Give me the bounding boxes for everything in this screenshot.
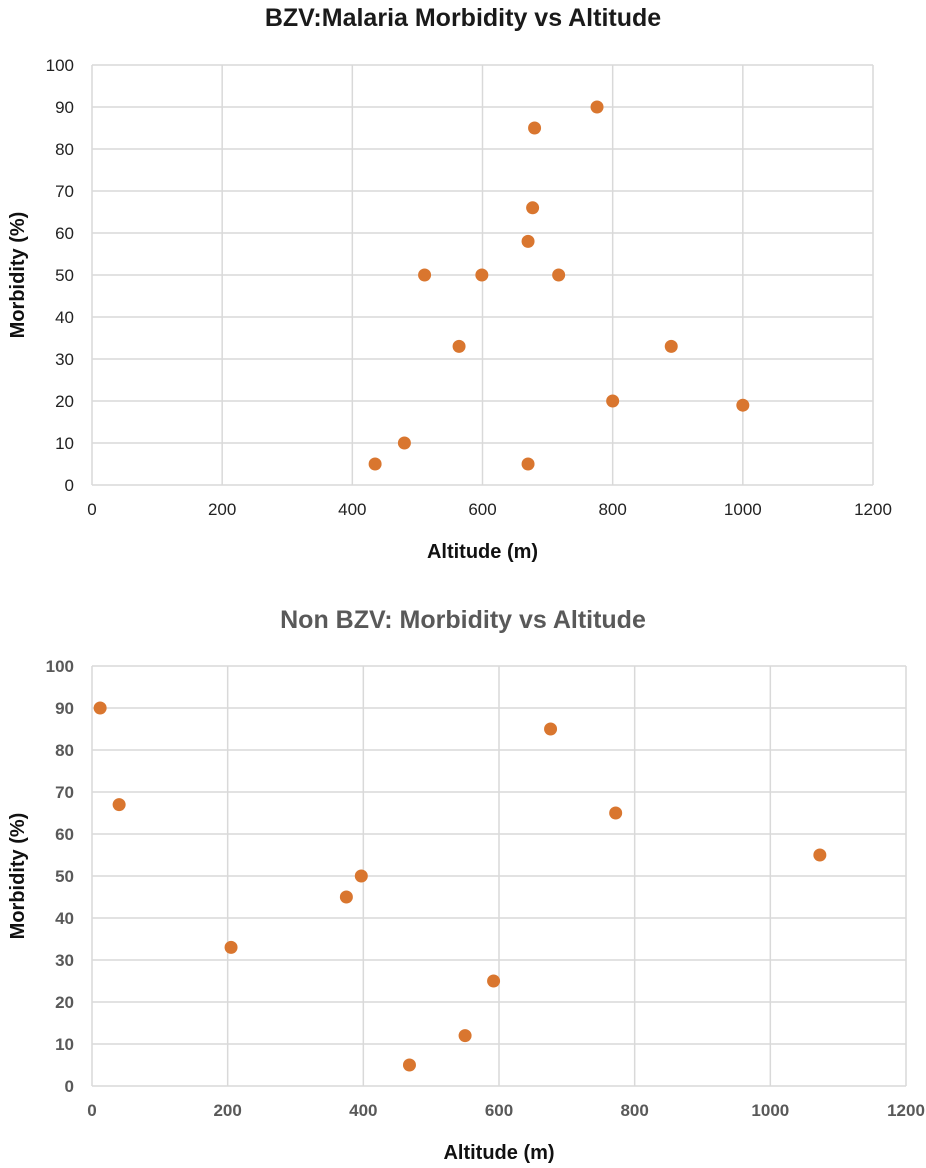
data-point[interactable] <box>544 722 558 736</box>
chart-title: Non BZV: Morbidity vs Altitude <box>280 606 646 634</box>
data-series <box>368 100 750 471</box>
data-point[interactable] <box>552 268 566 282</box>
y-tick-label: 90 <box>55 699 74 718</box>
y-tick-label: 10 <box>55 1035 74 1054</box>
data-point[interactable] <box>606 394 620 408</box>
data-point[interactable] <box>93 701 107 715</box>
y-tick-label: 0 <box>65 1077 74 1096</box>
data-point[interactable] <box>452 339 466 353</box>
data-point[interactable] <box>458 1029 472 1043</box>
data-point[interactable] <box>528 121 542 135</box>
y-tick-label: 10 <box>55 434 74 453</box>
data-point[interactable] <box>521 234 535 248</box>
x-tick-label: 600 <box>485 1101 513 1120</box>
y-tick-label: 100 <box>46 56 74 75</box>
x-tick-label: 600 <box>468 500 496 519</box>
x-tick-label: 0 <box>87 1101 96 1120</box>
data-point[interactable] <box>521 457 535 471</box>
y-tick-label: 100 <box>46 657 74 676</box>
x-tick-label: 800 <box>620 1101 648 1120</box>
data-point[interactable] <box>224 940 238 954</box>
data-point[interactable] <box>590 100 604 114</box>
y-tick-label: 70 <box>55 182 74 201</box>
data-point[interactable] <box>354 869 368 883</box>
data-point[interactable] <box>112 798 126 812</box>
y-tick-label: 80 <box>55 741 74 760</box>
x-axis-ticks: 0 200 400 600 800 1000 1200 <box>87 500 892 519</box>
bzv-scatter-plot: BZV:Malaria Morbidity vs Altitude 0 10 20 30… <box>7 4 892 563</box>
x-axis-label: Altitude (m) <box>427 541 538 563</box>
data-point[interactable] <box>402 1058 416 1072</box>
x-axis-ticks: 0 200 400 600 800 1000 1200 <box>87 1101 925 1120</box>
non-bzv-chart: Non BZV: Morbidity vs Altitude 0 10 20 30 40 5… <box>0 600 926 1168</box>
y-tick-label: 80 <box>55 140 74 159</box>
data-point[interactable] <box>475 268 489 282</box>
data-point[interactable] <box>418 268 432 282</box>
y-axis-ticks: 0 10 20 30 40 50 60 70 80 90 100 <box>46 657 74 1096</box>
data-point[interactable] <box>397 436 411 450</box>
data-series <box>93 701 827 1072</box>
y-axis-ticks: 0 10 20 30 40 50 60 70 80 90 100 <box>46 56 74 495</box>
x-axis-label: Altitude (m) <box>443 1142 554 1164</box>
x-tick-label: 0 <box>87 500 96 519</box>
y-axis-label: Morbidity (%) <box>7 212 29 339</box>
y-tick-label: 50 <box>55 266 74 285</box>
y-tick-label: 90 <box>55 98 74 117</box>
x-tick-label: 1000 <box>724 500 762 519</box>
gridlines <box>91 665 907 1087</box>
non-bzv-scatter-plot: Non BZV: Morbidity vs Altitude 0 10 20 30 40 5… <box>7 606 925 1164</box>
x-tick-label: 400 <box>349 1101 377 1120</box>
y-tick-label: 60 <box>55 825 74 844</box>
data-point[interactable] <box>609 806 623 820</box>
y-tick-label: 40 <box>55 909 74 928</box>
data-point[interactable] <box>813 848 827 862</box>
y-tick-label: 20 <box>55 392 74 411</box>
data-point[interactable] <box>526 201 540 215</box>
data-point[interactable] <box>664 339 678 353</box>
x-tick-label: 400 <box>338 500 366 519</box>
y-tick-label: 30 <box>55 951 74 970</box>
data-point[interactable] <box>736 398 750 412</box>
y-tick-label: 40 <box>55 308 74 327</box>
y-axis-label: Morbidity (%) <box>7 813 29 940</box>
x-tick-label: 200 <box>213 1101 241 1120</box>
data-point[interactable] <box>487 974 501 988</box>
x-tick-label: 1200 <box>887 1101 925 1120</box>
chart-title: BZV:Malaria Morbidity vs Altitude <box>265 4 661 32</box>
y-tick-label: 70 <box>55 783 74 802</box>
x-tick-label: 1200 <box>854 500 892 519</box>
x-tick-label: 800 <box>598 500 626 519</box>
y-tick-label: 0 <box>65 476 74 495</box>
y-tick-label: 30 <box>55 350 74 369</box>
y-tick-label: 20 <box>55 993 74 1012</box>
data-point[interactable] <box>368 457 382 471</box>
x-tick-label: 1000 <box>751 1101 789 1120</box>
data-point[interactable] <box>339 890 353 904</box>
bzv-chart: BZV:Malaria Morbidity vs Altitude 0 10 20 30… <box>0 0 926 580</box>
x-tick-label: 200 <box>208 500 236 519</box>
y-tick-label: 50 <box>55 867 74 886</box>
y-tick-label: 60 <box>55 224 74 243</box>
